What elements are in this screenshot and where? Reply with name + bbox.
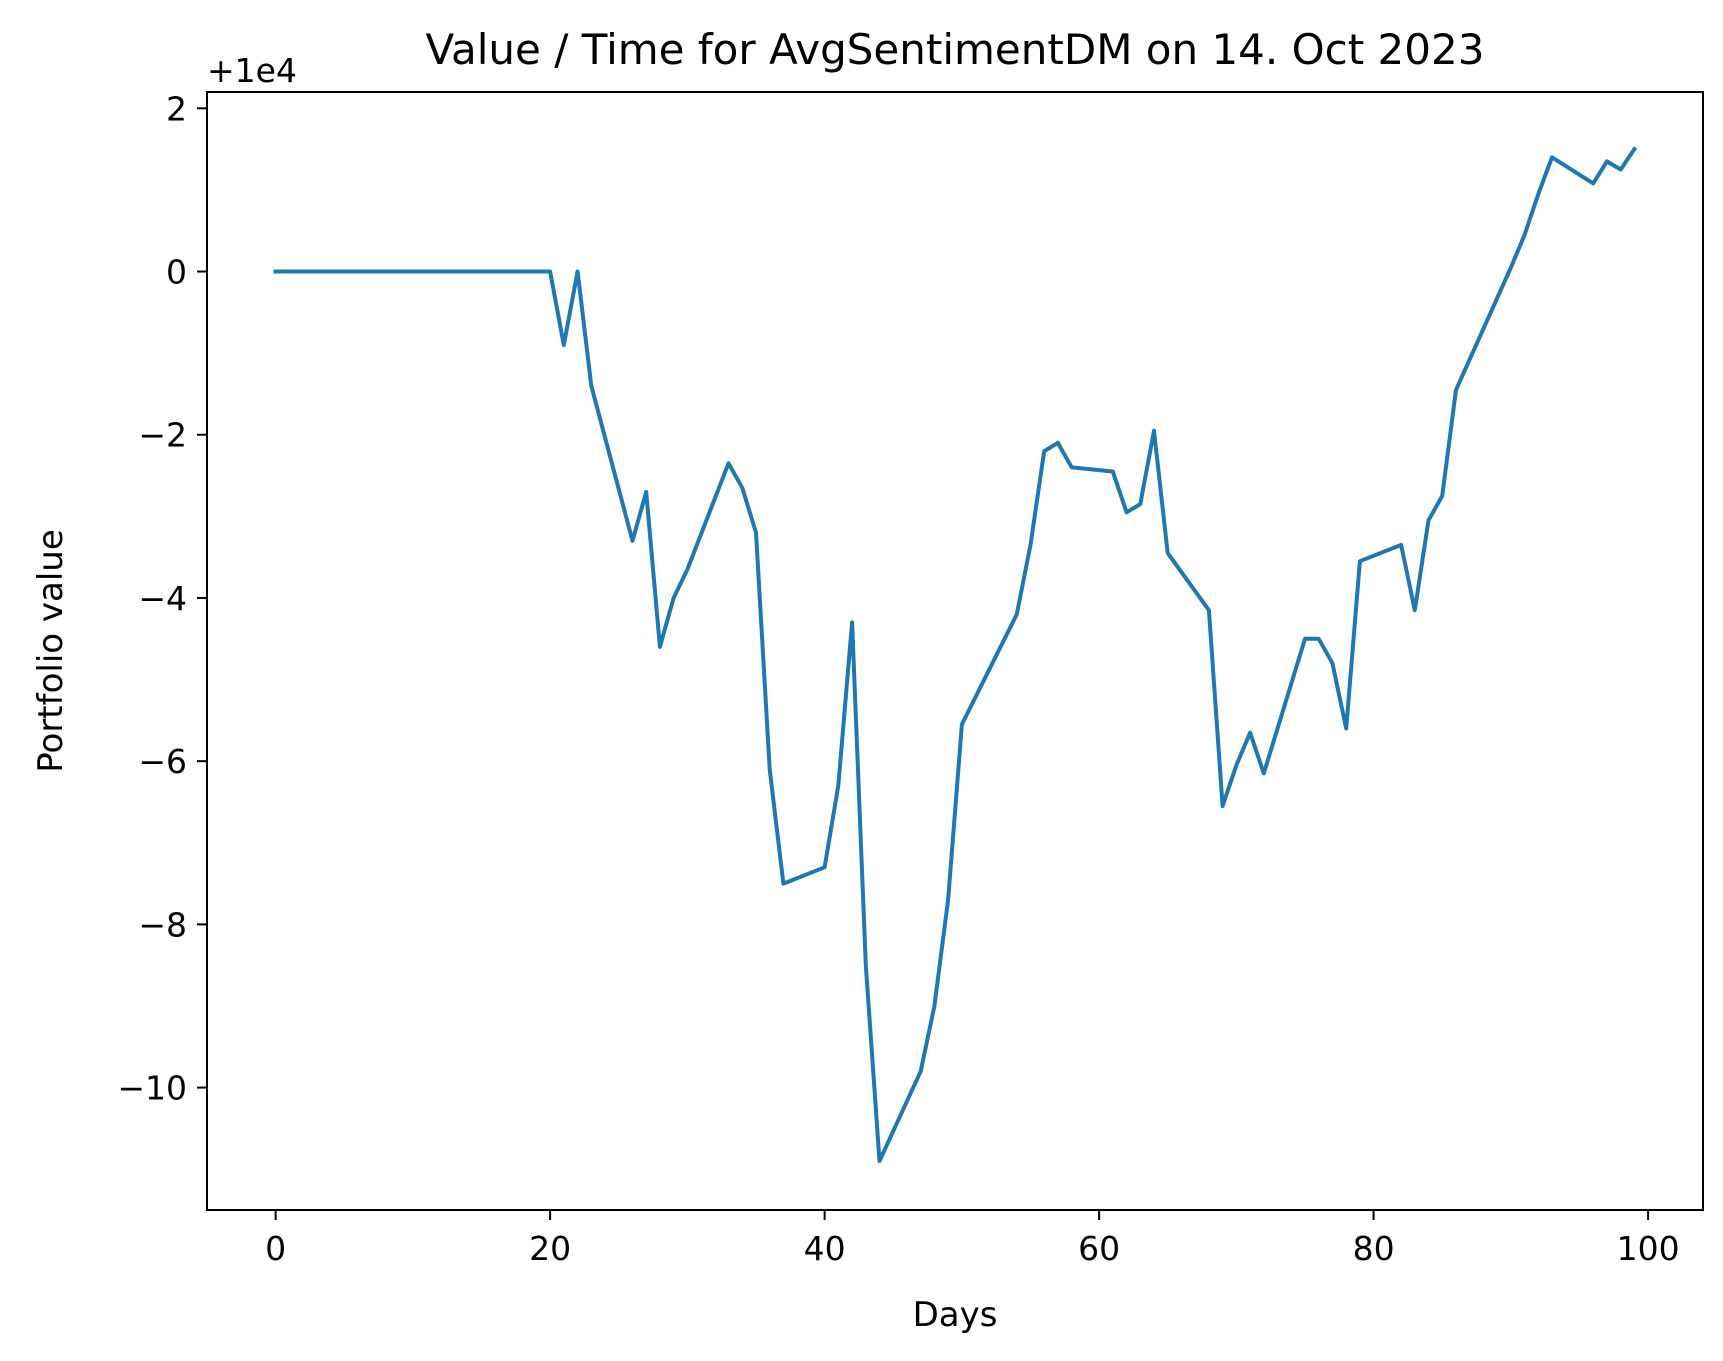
x-axis-label: Days xyxy=(913,1295,998,1335)
y-axis-label: Portfolio value xyxy=(31,529,71,773)
y-tick-label: 2 xyxy=(166,89,187,128)
y-axis-ticks: 2 0 −2 −4 −6 −8 −10 xyxy=(117,89,207,1108)
chart-title: Value / Time for AvgSentimentDM on 14. O… xyxy=(426,25,1485,74)
x-tick-label: 60 xyxy=(1078,1229,1120,1268)
x-tick-label: 100 xyxy=(1617,1229,1680,1268)
x-tick-label: 20 xyxy=(529,1229,571,1268)
x-tick-label: 0 xyxy=(265,1229,286,1268)
x-tick-label: 80 xyxy=(1353,1229,1395,1268)
y-tick-label: −4 xyxy=(138,579,187,618)
y-tick-label: 0 xyxy=(166,253,187,292)
plot-frame xyxy=(206,91,1704,1211)
series-line-portfolio-value xyxy=(273,146,1638,1163)
x-tick-label: 40 xyxy=(804,1229,846,1268)
x-axis-ticks: 0 20 40 60 80 100 xyxy=(265,1210,1680,1268)
plot-area xyxy=(207,92,1703,1210)
y-tick-label: −8 xyxy=(138,905,187,944)
y-tick-label: −10 xyxy=(117,1069,187,1108)
y-tick-label: −6 xyxy=(138,742,187,781)
y-tick-label: −2 xyxy=(138,416,187,455)
y-offset-label: +1e4 xyxy=(207,51,297,90)
